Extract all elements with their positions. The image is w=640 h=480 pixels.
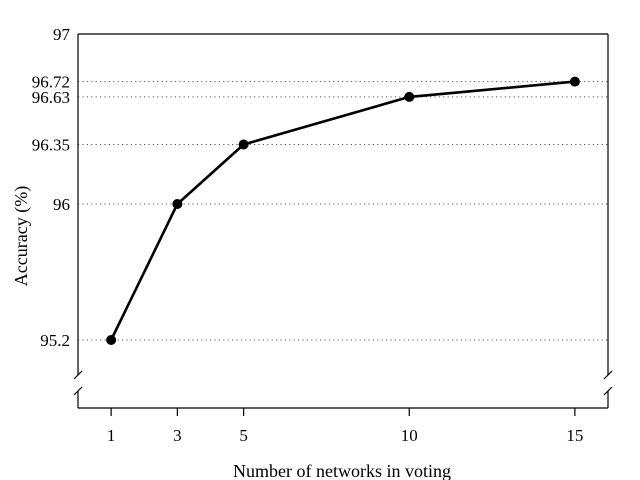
data-point: [404, 91, 415, 102]
plot-frame: [77, 33, 609, 409]
axis-break-marks: [73, 370, 613, 396]
axis-break-slash: [603, 370, 613, 380]
x-axis-ticks: [110, 408, 576, 416]
x-tick-label: 15: [566, 426, 583, 445]
data-point: [238, 139, 249, 150]
axis-break-slash: [73, 370, 83, 380]
y-axis-title: Accuracy (%): [11, 186, 32, 286]
y-tick-label: 96.72: [32, 73, 70, 92]
axis-break-slash: [73, 386, 83, 396]
axis-break-slash: [603, 386, 613, 396]
y-tick-label: 95.2: [40, 331, 70, 350]
y-tick-label: 96.35: [32, 136, 70, 155]
y-tick-label: 96: [53, 195, 70, 214]
y-tick-label: 96.63: [32, 88, 70, 107]
gridlines: [78, 81, 608, 341]
data-point: [172, 199, 183, 209]
x-axis-tick-labels: 1 3 5 10 15: [107, 426, 584, 445]
y-tick-label: 97: [53, 25, 71, 44]
series-group: [106, 76, 580, 345]
x-tick-label: 10: [401, 426, 418, 445]
data-point: [106, 335, 117, 345]
x-tick-label: 5: [239, 426, 248, 445]
x-tick-label: 3: [173, 426, 182, 445]
x-tick-label: 1: [107, 426, 116, 445]
data-point: [569, 76, 580, 87]
x-axis-title: Number of networks in voting: [233, 461, 451, 480]
